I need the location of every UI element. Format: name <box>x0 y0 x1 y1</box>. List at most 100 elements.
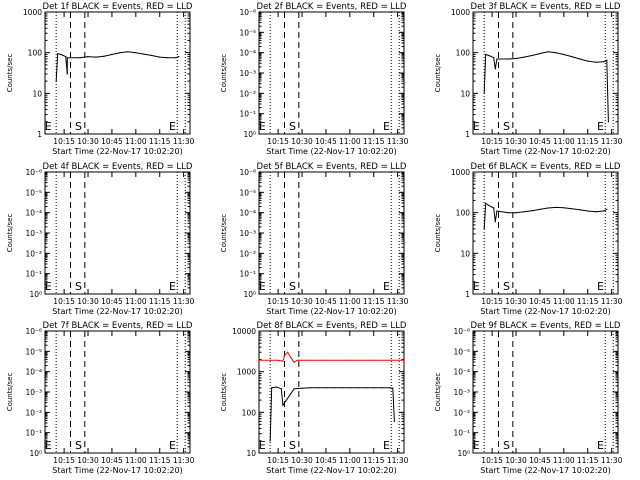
y-axis-label: Counts/sec <box>220 54 228 93</box>
chart-title: Det 1f BLACK = Events, RED = LLD <box>43 2 193 12</box>
data-point <box>269 359 271 361</box>
data-point <box>65 56 67 58</box>
data-point <box>493 207 495 209</box>
y-tick-label: 100 <box>28 49 43 58</box>
marker-label-s: S <box>75 120 82 133</box>
data-point <box>175 57 177 59</box>
y-tick-label: 1000 <box>237 368 256 377</box>
data-point <box>494 221 496 223</box>
marker-label-e: E <box>473 439 480 452</box>
x-tick-label: 10:45 <box>101 456 123 465</box>
x-tick-label: 11:30 <box>173 137 195 146</box>
data-point <box>317 387 319 389</box>
data-point <box>485 53 487 56</box>
x-tick-label: 11:00 <box>339 297 361 306</box>
data-point <box>488 54 490 57</box>
data-point <box>515 212 517 214</box>
x-tick-label: 10:15 <box>481 456 503 465</box>
data-point <box>483 92 485 94</box>
data-point <box>579 58 581 60</box>
data-point <box>392 387 394 389</box>
plot-frame <box>258 171 405 295</box>
y-axis-label: Counts/sec <box>220 214 228 253</box>
x-tick-label: 10:30 <box>291 137 313 146</box>
x-tick-label: 11:30 <box>601 297 623 306</box>
data-point <box>301 387 303 389</box>
x-tick-label: 11:30 <box>387 456 409 465</box>
x-axis-label: Start Time (22-Nov-17 10:02:20) <box>480 307 610 316</box>
data-point <box>603 61 605 63</box>
chart-title: Det 9f BLACK = Events, RED = LLD <box>471 321 621 331</box>
data-point <box>595 211 597 213</box>
x-tick-label: 11:15 <box>577 137 599 146</box>
data-point <box>309 359 311 361</box>
data-point <box>296 359 298 361</box>
marker-label-s: S <box>503 120 510 133</box>
data-point <box>301 359 303 361</box>
data-point <box>507 58 509 60</box>
x-tick-label: 11:00 <box>125 297 147 306</box>
marker-label-e: E <box>259 439 266 452</box>
marker-label-e: E <box>383 280 390 293</box>
x-tick-label: 10:15 <box>53 297 75 306</box>
x-axis-label: Start Time (22-Nov-17 10:02:20) <box>480 466 610 475</box>
y-tick-label: 1 <box>465 130 470 139</box>
data-point <box>333 387 335 389</box>
chart-title: Det 3f BLACK = Events, RED = LLD <box>471 2 621 12</box>
data-point <box>151 54 153 57</box>
y-axis-label: Counts/sec <box>434 54 442 93</box>
y-tick-label: 10⁻⁶ <box>239 8 256 17</box>
y-tick-label: 10⁻⁵ <box>239 188 256 197</box>
data-point <box>397 359 399 361</box>
plot-frame <box>44 171 191 295</box>
data-point <box>606 59 608 61</box>
data-point <box>373 359 375 361</box>
chart-panel-1: Det 1f BLACK = Events, RED = LLD 1 10 100 10… <box>6 2 195 156</box>
marker-label-s: S <box>289 120 296 133</box>
data-point <box>587 210 589 212</box>
data-point <box>258 359 260 361</box>
y-tick-label: 10⁻⁶ <box>25 327 42 336</box>
data-point <box>365 387 367 389</box>
y-axis-label: Counts/sec <box>434 214 442 253</box>
x-tick-label: 11:15 <box>149 456 171 465</box>
data-point <box>488 204 490 207</box>
x-tick-label: 11:15 <box>577 456 599 465</box>
data-point <box>389 387 391 389</box>
x-tick-label: 11:30 <box>601 137 623 146</box>
x-tick-label: 11:15 <box>363 456 385 465</box>
plot-frame <box>44 330 191 454</box>
x-tick-label: 11:15 <box>363 137 385 146</box>
x-tick-label: 11:00 <box>339 456 361 465</box>
y-tick-label: 100 <box>242 408 257 417</box>
series-line-events <box>269 386 395 441</box>
x-tick-label: 11:00 <box>553 297 575 306</box>
x-axis-label: Start Time (22-Nov-17 10:02:20) <box>266 307 396 316</box>
data-point <box>349 387 351 389</box>
marker-label-e: E <box>473 120 480 133</box>
x-tick-label: 11:00 <box>553 456 575 465</box>
y-tick-label: 1000 <box>23 8 42 17</box>
x-tick-label: 10:15 <box>267 137 289 146</box>
x-tick-label: 10:15 <box>267 297 289 306</box>
chart-title: Det 8f BLACK = Events, RED = LLD <box>257 321 407 331</box>
data-point <box>603 210 605 212</box>
chart-panel-6: Det 6f BLACK = Events, RED = LLD 1 10 100 10… <box>434 162 623 316</box>
x-tick-label: 11:00 <box>125 456 147 465</box>
marker-label-e: E <box>597 439 604 452</box>
y-tick-label: 10⁻¹ <box>25 270 42 279</box>
x-tick-label: 11:30 <box>387 137 409 146</box>
x-tick-label: 10:30 <box>505 456 527 465</box>
series-line-events <box>55 51 179 82</box>
data-point <box>178 56 180 58</box>
data-point <box>539 53 541 55</box>
y-tick-label: 10 <box>460 249 470 258</box>
data-point <box>309 387 311 389</box>
marker-label-s: S <box>503 439 510 452</box>
y-tick-label: 10⁻⁴ <box>239 49 256 58</box>
chart-panel-9: Det 9f BLACK = Events, RED = LLD 10⁰ 10⁻¹ 1… <box>434 321 623 475</box>
marker-label-s: S <box>75 280 82 293</box>
chart-panel-7: Det 7f BLACK = Events, RED = LLD 10⁰ 10⁻¹ 1… <box>6 321 195 475</box>
data-point <box>55 80 57 82</box>
y-axis-label: Counts/sec <box>6 373 14 412</box>
